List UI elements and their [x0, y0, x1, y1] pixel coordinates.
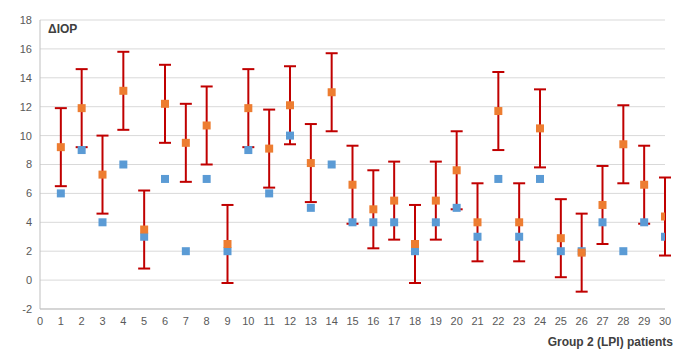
svg-text:24: 24 — [534, 315, 546, 327]
svg-text:4: 4 — [26, 216, 32, 228]
svg-text:9: 9 — [224, 315, 230, 327]
svg-text:0: 0 — [26, 274, 32, 286]
svg-text:-2: -2 — [22, 303, 32, 315]
svg-text:28: 28 — [617, 315, 629, 327]
svg-text:3: 3 — [99, 315, 105, 327]
svg-text:12: 12 — [284, 315, 296, 327]
svg-text:2: 2 — [79, 315, 85, 327]
svg-text:11: 11 — [263, 315, 274, 327]
svg-text:10: 10 — [242, 315, 254, 327]
svg-text:10: 10 — [20, 130, 32, 142]
svg-text:29: 29 — [638, 315, 650, 327]
svg-text:17: 17 — [388, 315, 400, 327]
svg-text:20: 20 — [451, 315, 463, 327]
svg-text:25: 25 — [555, 315, 567, 327]
svg-text:16: 16 — [367, 315, 379, 327]
svg-text:0: 0 — [37, 315, 43, 327]
svg-text:18: 18 — [20, 14, 32, 26]
svg-text:22: 22 — [492, 315, 504, 327]
svg-text:4: 4 — [120, 315, 126, 327]
svg-text:18: 18 — [409, 315, 421, 327]
svg-text:1: 1 — [58, 315, 64, 327]
svg-text:7: 7 — [183, 315, 189, 327]
svg-text:26: 26 — [576, 315, 588, 327]
svg-text:5: 5 — [141, 315, 147, 327]
svg-text:21: 21 — [471, 315, 483, 327]
svg-text:2: 2 — [26, 245, 32, 257]
svg-text:27: 27 — [596, 315, 608, 327]
svg-text:19: 19 — [430, 315, 442, 327]
svg-text:14: 14 — [326, 315, 338, 327]
svg-text:15: 15 — [346, 315, 358, 327]
svg-text:8: 8 — [204, 315, 210, 327]
svg-text:16: 16 — [20, 43, 32, 55]
svg-text:14: 14 — [20, 72, 32, 84]
svg-text:12: 12 — [20, 101, 32, 113]
html-text:ΔIOP: ΔIOP — [48, 22, 78, 36]
svg-text:8: 8 — [26, 158, 32, 170]
svg-text:6: 6 — [162, 315, 168, 327]
svg-text:23: 23 — [513, 315, 525, 327]
svg-text:13: 13 — [305, 315, 317, 327]
html-text:Group 2 (LPI) patients: Group 2 (LPI) patients — [547, 335, 673, 349]
svg-text:6: 6 — [26, 187, 32, 199]
svg-text:30: 30 — [659, 315, 671, 327]
